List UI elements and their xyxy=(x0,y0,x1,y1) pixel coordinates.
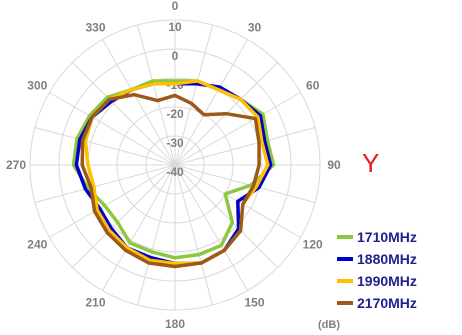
series-line-1710MHz xyxy=(71,79,276,260)
grid-spoke-60 xyxy=(174,92,301,166)
radial-tick-label: 10 xyxy=(168,20,182,34)
grid-spoke-300 xyxy=(49,92,176,166)
legend-label: 1710MHz xyxy=(357,229,417,245)
legend: 1710MHz 1880MHz 1990MHz 2170MHz xyxy=(337,229,417,311)
grid-spoke-285 xyxy=(34,126,176,166)
polar-grid xyxy=(29,19,321,311)
grid-spoke-15 xyxy=(174,24,214,166)
grid-spoke-30 xyxy=(174,39,248,166)
grid-spoke-75 xyxy=(174,126,316,166)
axis-name-label: Y xyxy=(362,148,379,178)
angle-tick-label: 90 xyxy=(327,158,341,172)
legend-label: 2170MHz xyxy=(357,295,417,311)
grid-spoke-150 xyxy=(174,164,248,291)
grid-spoke-225 xyxy=(72,164,176,268)
legend-label: 1990MHz xyxy=(357,273,417,289)
grid-spoke-135 xyxy=(174,164,278,268)
grid-spoke-315 xyxy=(72,62,176,166)
grid-spoke-330 xyxy=(102,39,176,166)
legend-label: 1880MHz xyxy=(357,251,417,267)
radial-tick-label: -20 xyxy=(166,107,184,121)
angle-tick-label: 30 xyxy=(248,20,262,34)
radial-tick-label: -30 xyxy=(166,136,184,150)
radial-tick-label: -40 xyxy=(166,165,184,179)
grid-spoke-345 xyxy=(136,24,176,166)
angle-tick-label: 120 xyxy=(303,238,323,252)
angle-tick-label: 210 xyxy=(85,296,105,310)
grid-spoke-165 xyxy=(174,164,214,306)
angle-labels: 0 30 60 90 120 150 180 210 240 270 300 330 xyxy=(6,0,341,331)
angle-tick-label: 60 xyxy=(306,79,320,93)
angle-tick-label: 180 xyxy=(165,317,185,331)
series-line-2170MHz xyxy=(80,92,261,269)
angle-tick-label: 270 xyxy=(6,158,26,172)
angle-tick-label: 150 xyxy=(244,296,264,310)
angle-tick-label: 300 xyxy=(27,79,47,93)
unit-label: (dB) xyxy=(318,319,340,331)
series-group xyxy=(71,79,276,269)
grid-spoke-255 xyxy=(34,164,176,204)
grid-spoke-105 xyxy=(174,164,316,204)
angle-tick-label: 0 xyxy=(172,0,179,13)
radial-tick-label: 0 xyxy=(172,49,179,63)
grid-spoke-240 xyxy=(49,164,176,238)
angle-tick-label: 240 xyxy=(27,238,47,252)
grid-spoke-210 xyxy=(102,164,176,291)
grid-spoke-195 xyxy=(136,164,176,306)
angle-tick-label: 330 xyxy=(85,20,105,34)
